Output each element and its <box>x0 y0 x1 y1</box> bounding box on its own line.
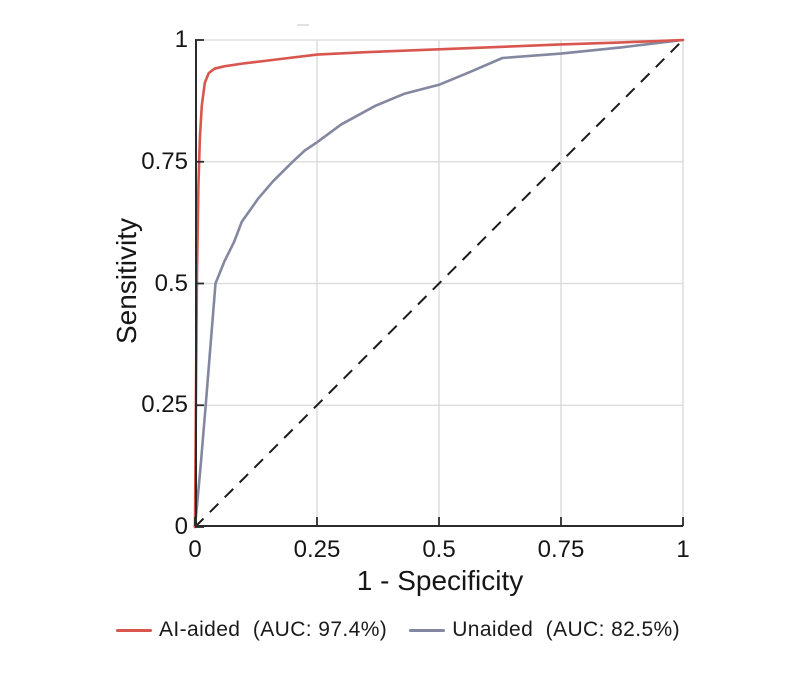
legend-line-sample-ai-aided <box>115 628 152 632</box>
series-line-unaided <box>193 38 685 529</box>
legend-item-ai-aided: AI-aided (AUC: 97.4%) <box>115 618 388 642</box>
x-tick-label: 0.5 <box>422 536 456 563</box>
x-axis-title: 1 - Specificity <box>356 565 524 596</box>
axis-ticks <box>194 39 684 528</box>
roc-plot <box>193 38 685 529</box>
y-tick-label: 0.5 <box>154 269 188 297</box>
legend-label-ai-aided: AI-aided (AUC: 97.4%) <box>158 618 388 641</box>
legend: AI-aided (AUC: 97.4%) Unaided (AUC: 82.5… <box>0 612 796 648</box>
x-tick-label: 1 <box>676 536 690 563</box>
faint-artifact-mark <box>297 24 309 26</box>
legend-line-sample-unaided <box>409 628 446 632</box>
x-tick-label: 0.75 <box>537 536 585 563</box>
y-tick-label: 0.25 <box>141 391 188 419</box>
y-tick-label: 0.75 <box>141 147 188 175</box>
x-tick-label: 0 <box>188 536 202 563</box>
chance-diagonal-line <box>194 39 684 528</box>
y-tick-label: 1 <box>174 26 188 53</box>
y-tick-label: 0 <box>174 513 188 540</box>
y-axis-title: Sensitivity <box>111 217 142 345</box>
series-line-ai-aided <box>193 38 685 529</box>
x-tick-label: 0.25 <box>293 536 341 563</box>
legend-item-unaided: Unaided (AUC: 82.5%) <box>409 618 680 642</box>
legend-label-unaided: Unaided (AUC: 82.5%) <box>452 618 681 641</box>
